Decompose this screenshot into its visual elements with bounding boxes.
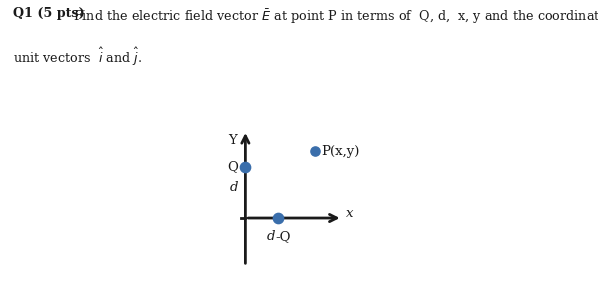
Point bbox=[273, 216, 283, 220]
Text: x: x bbox=[346, 207, 354, 220]
Text: d: d bbox=[267, 230, 276, 243]
Text: unit vectors  $\hat{i}$ and $\hat{j}$.: unit vectors $\hat{i}$ and $\hat{j}$. bbox=[13, 46, 142, 69]
Text: Q1 (5 pts): Q1 (5 pts) bbox=[13, 7, 85, 20]
Text: -Q: -Q bbox=[276, 230, 291, 243]
Point bbox=[240, 165, 250, 169]
Text: d: d bbox=[230, 181, 238, 194]
Text: Q: Q bbox=[227, 161, 238, 174]
Text: Y: Y bbox=[228, 134, 237, 147]
Text: Find the electric field vector $\bar{E}$ at point P in terms of  Q, d,  x, y and: Find the electric field vector $\bar{E}$… bbox=[69, 7, 598, 26]
Text: P(x,y): P(x,y) bbox=[321, 145, 359, 158]
Point bbox=[310, 149, 319, 154]
